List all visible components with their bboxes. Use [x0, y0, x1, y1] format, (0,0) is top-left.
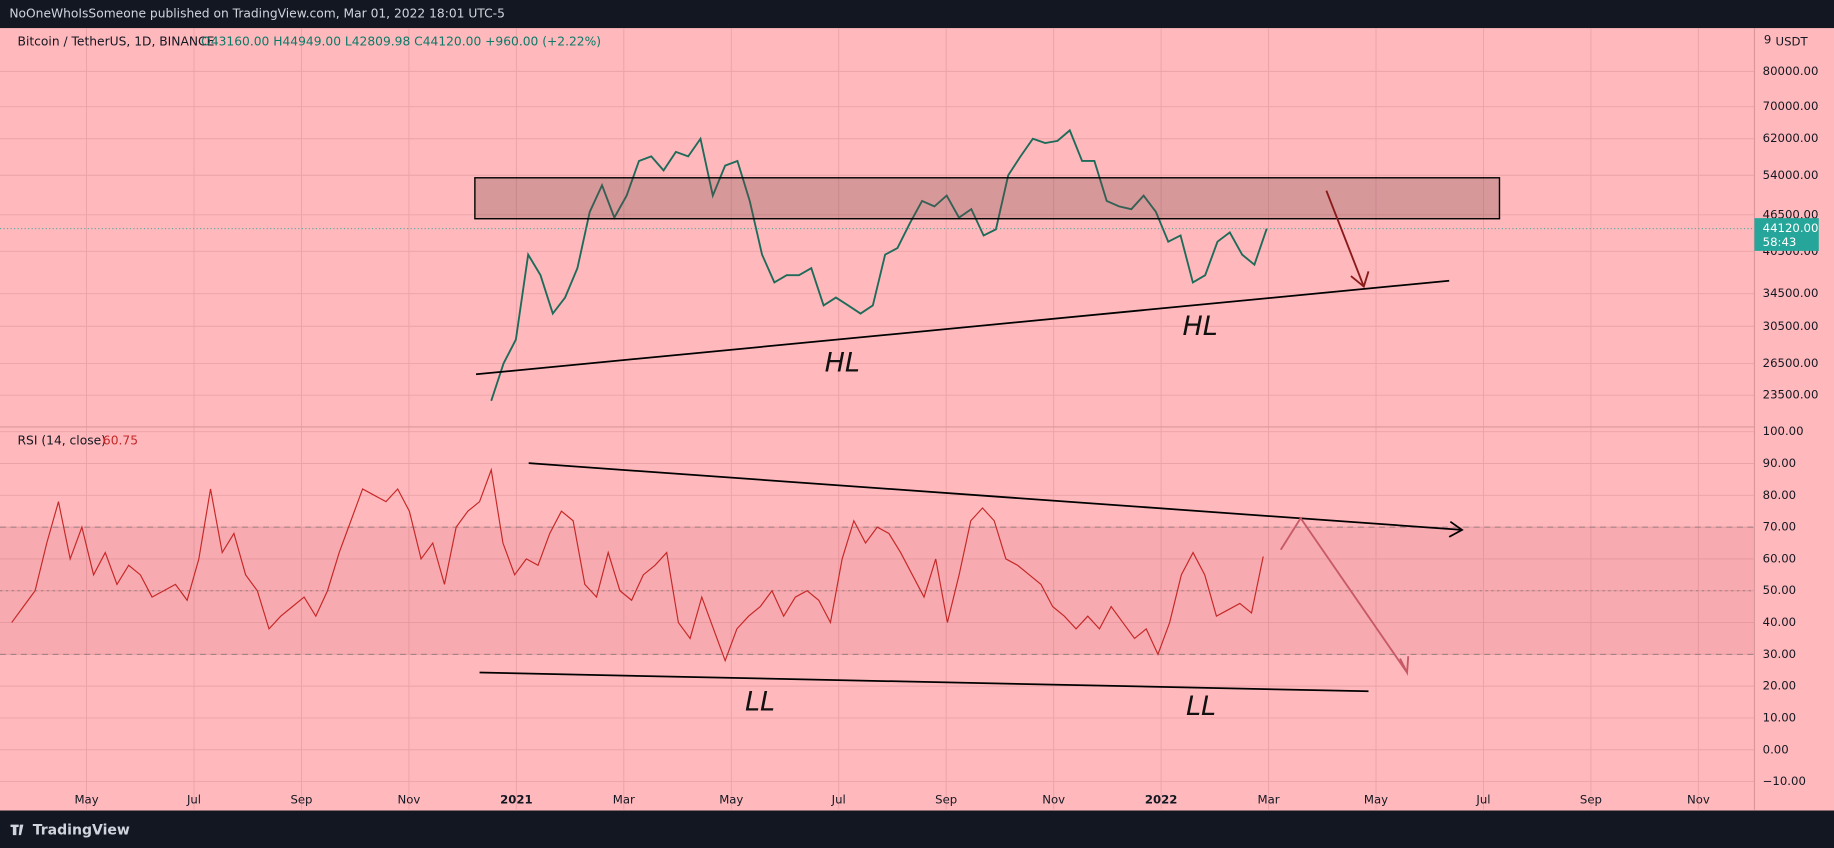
x-tick-label: Mar	[1258, 793, 1280, 807]
x-tick-label: Mar	[613, 793, 635, 807]
top-bar	[0, 0, 1834, 29]
y-tick-label: 62000.00	[1763, 131, 1819, 145]
resistance-zone	[474, 177, 1501, 220]
y-tick-label: 100.00	[1763, 424, 1804, 438]
down-arrow	[1325, 190, 1370, 289]
y-tick-label: 20.00	[1763, 679, 1796, 693]
rsi-lower-trendline	[479, 671, 1369, 693]
y-tick-label: 34500.00	[1763, 286, 1819, 300]
x-tick-label: May	[74, 793, 98, 807]
y-tick-label: −10.00	[1763, 774, 1806, 788]
y-tick-label: 46500.00	[1763, 207, 1819, 221]
y-tick-label: 80.00	[1763, 488, 1796, 502]
series-line	[11, 467, 1264, 663]
y-tick-label: 54000.00	[1763, 168, 1819, 182]
legend-ohlc: O43160.00 H44949.00 L42809.98 C44120.00 …	[201, 35, 601, 49]
annotation: LL	[745, 686, 775, 717]
y-tick-label: 80000.00	[1763, 64, 1819, 78]
last-price-label: 44120.00	[1763, 221, 1819, 235]
rsi-title: RSI (14, close)	[18, 433, 106, 447]
y-tick-label: 50.00	[1763, 583, 1796, 597]
projection-arrow	[1279, 516, 1410, 677]
x-tick-label: Jul	[831, 793, 846, 807]
x-tick-label: May	[1364, 793, 1388, 807]
annotation: LL	[1186, 691, 1216, 722]
marks	[0, 128, 1755, 663]
rsi-last-value: 60.75	[103, 433, 138, 447]
brand: TradingView	[33, 822, 130, 838]
y-tick-label: 40.00	[1763, 615, 1796, 629]
rsi-upper-trendline	[528, 462, 1464, 538]
y-tick-label: 60.00	[1763, 551, 1796, 565]
y-tick-label: 70000.00	[1763, 99, 1819, 113]
bottom-bar	[0, 810, 1834, 848]
x-tick-label: Nov	[1042, 793, 1065, 807]
y-tick-label: 30500.00	[1763, 319, 1819, 333]
y-tick-label: 70.00	[1763, 520, 1796, 534]
x-tick-label: Jul	[1475, 793, 1490, 807]
legend-title: Bitcoin / TetherUS, 1D, BINANCE	[18, 35, 215, 49]
chart-area	[0, 28, 1834, 811]
series-line	[490, 128, 1268, 402]
x-tick-label: Sep	[290, 793, 312, 807]
x-tick-label: May	[719, 793, 743, 807]
x-tick-label: Nov	[1687, 793, 1710, 807]
header-title: NoOneWhoIsSomeone published on TradingVi…	[9, 7, 505, 21]
last-price-badge	[1754, 218, 1819, 251]
scale-badge: 9	[1764, 32, 1771, 46]
x-tick-label: Sep	[935, 793, 957, 807]
x-tick-label: Sep	[1580, 793, 1602, 807]
support-trendline	[475, 279, 1450, 376]
x-tick-label: Nov	[398, 793, 421, 807]
x-tick-label: 2021	[500, 793, 533, 807]
y-tick-label: 23500.00	[1763, 388, 1819, 402]
y-tick-label: 0.00	[1763, 742, 1789, 756]
y-tick-label: 10.00	[1763, 710, 1796, 724]
x-tick-label: Jul	[186, 793, 201, 807]
annotation: HL	[1183, 311, 1218, 342]
y-unit: USDT	[1776, 35, 1809, 49]
y-tick-label: 26500.00	[1763, 356, 1819, 370]
x-tick-label: 2022	[1145, 793, 1178, 807]
y-tick-label: 30.00	[1763, 647, 1796, 661]
annotation: HL	[825, 347, 860, 378]
y-tick-label: 90.00	[1763, 456, 1796, 470]
countdown: 58:43	[1763, 235, 1797, 249]
brand-logo	[10, 824, 24, 836]
